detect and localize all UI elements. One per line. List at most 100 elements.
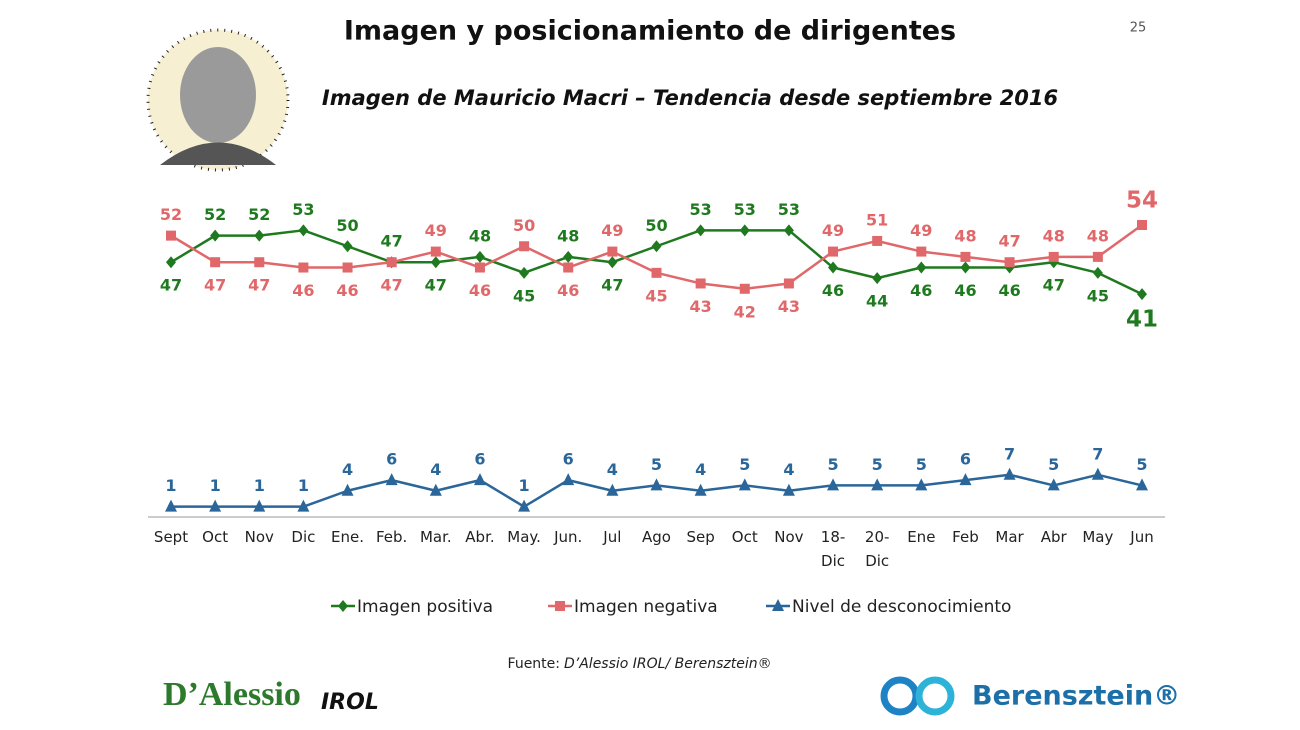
logo-icon xyxy=(880,676,920,716)
data-label: 46 xyxy=(998,281,1020,300)
marker xyxy=(297,499,310,512)
marker xyxy=(872,235,883,246)
marker xyxy=(739,224,750,237)
data-label: 5 xyxy=(1136,455,1147,474)
marker xyxy=(519,266,530,279)
x-tick-label: Feb. xyxy=(376,528,408,546)
x-tick-label: Mar xyxy=(995,528,1024,546)
marker xyxy=(519,241,530,252)
legend-label: Nivel de desconocimiento xyxy=(792,597,1011,617)
data-label: 4 xyxy=(607,460,618,479)
marker xyxy=(828,261,839,274)
data-label: 52 xyxy=(160,205,182,224)
data-label: 53 xyxy=(734,200,756,219)
marker xyxy=(650,478,663,491)
legend-marker xyxy=(772,599,784,611)
data-label: 45 xyxy=(513,286,535,305)
photo-face xyxy=(180,47,256,143)
chart-subtitle: Imagen de Mauricio Macri – Tendencia des… xyxy=(322,86,1058,110)
marker xyxy=(607,256,618,269)
data-label: 4 xyxy=(342,460,353,479)
marker xyxy=(1137,220,1147,230)
photo-shoulders xyxy=(160,142,276,165)
data-label: 1 xyxy=(165,476,176,495)
marker xyxy=(828,246,839,257)
data-label: 5 xyxy=(872,455,883,474)
data-label: 48 xyxy=(954,226,976,245)
x-tick-label: 20-Dic xyxy=(864,528,890,570)
x-tick-label: May xyxy=(1082,528,1114,546)
x-tick-label: Jul xyxy=(603,528,622,546)
marker xyxy=(695,224,706,237)
data-label: 46 xyxy=(557,281,579,300)
marker xyxy=(298,262,309,273)
logo-left-suffix: IROL xyxy=(321,690,379,715)
marker xyxy=(1003,467,1016,480)
data-label: 47 xyxy=(601,276,623,295)
marker xyxy=(695,278,706,289)
marker xyxy=(1137,288,1147,301)
data-label: 1 xyxy=(298,476,309,495)
data-label: 54 xyxy=(1126,188,1158,214)
x-tick-label: May. xyxy=(507,528,541,546)
marker xyxy=(651,267,662,278)
data-label: 5 xyxy=(739,455,750,474)
x-tick-label: Abr xyxy=(1040,528,1067,546)
marker xyxy=(210,229,221,242)
line xyxy=(170,229,1143,296)
data-label: 6 xyxy=(563,450,574,469)
data-label: 5 xyxy=(916,455,927,474)
marker xyxy=(430,246,441,257)
marker xyxy=(165,499,177,512)
data-label: 47 xyxy=(1043,276,1065,295)
data-label: 44 xyxy=(866,292,888,311)
x-tick-label: Oct xyxy=(202,528,229,546)
marker xyxy=(166,256,176,269)
data-label: 6 xyxy=(960,450,971,469)
data-label: 47 xyxy=(160,276,182,295)
data-label: 5 xyxy=(827,455,838,474)
data-label: 47 xyxy=(204,276,226,295)
marker xyxy=(166,230,176,241)
marker xyxy=(474,250,485,263)
marker xyxy=(694,483,707,496)
data-label: 49 xyxy=(822,221,844,240)
data-label: 43 xyxy=(778,297,800,316)
chart-title: Imagen y posicionamiento de dirigentes xyxy=(344,16,956,47)
marker xyxy=(474,262,485,273)
marker xyxy=(960,251,971,262)
marker xyxy=(916,261,927,274)
marker xyxy=(563,250,574,263)
x-tick-label: Ene. xyxy=(331,528,365,546)
source: D’Alessio IROL/ Berensztein® xyxy=(564,656,772,672)
data-label: 7 xyxy=(1004,444,1015,463)
data-label: 48 xyxy=(557,226,579,245)
marker xyxy=(1092,266,1103,279)
marker xyxy=(209,499,222,512)
x-tick-label: Sept xyxy=(153,528,189,546)
data-label: 49 xyxy=(425,221,447,240)
legend-label: Imagen negativa xyxy=(574,597,718,617)
data-label: 50 xyxy=(336,216,358,235)
marker xyxy=(429,483,442,496)
marker xyxy=(298,224,309,237)
data-label: 6 xyxy=(386,450,397,469)
marker xyxy=(210,257,221,268)
data-label: 50 xyxy=(513,216,535,235)
marker xyxy=(430,256,441,269)
marker xyxy=(341,483,354,496)
data-label: 50 xyxy=(645,216,667,235)
data-label: 46 xyxy=(954,281,976,300)
marker xyxy=(651,240,662,253)
legend-marker xyxy=(338,600,348,612)
data-label: 5 xyxy=(651,455,662,474)
x-tick-label: Sep xyxy=(686,528,715,546)
marker xyxy=(959,473,972,486)
data-label: 49 xyxy=(601,221,623,240)
data-label: 45 xyxy=(1087,286,1109,305)
x-tick-label: Oct xyxy=(731,528,758,546)
data-label: 46 xyxy=(822,281,844,300)
data-label: 48 xyxy=(469,226,491,245)
data-label: 5 xyxy=(1048,455,1059,474)
